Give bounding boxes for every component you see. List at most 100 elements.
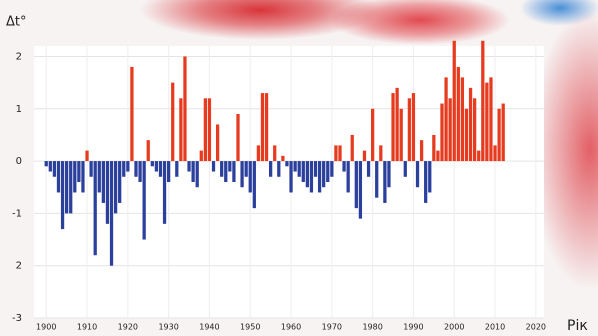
- bar: [371, 109, 374, 161]
- bar: [334, 145, 337, 161]
- bar: [453, 41, 456, 161]
- bar: [359, 161, 362, 219]
- x-tick-label: 1960: [281, 323, 301, 332]
- bar: [416, 161, 419, 187]
- bar: [196, 161, 199, 187]
- bar: [110, 161, 113, 266]
- chart: Δt° Рік -32-1012190019101920193019401950…: [0, 0, 598, 336]
- bar: [134, 161, 137, 177]
- bar: [114, 161, 117, 213]
- bar: [432, 135, 435, 161]
- bar: [65, 161, 68, 213]
- bar: [240, 161, 243, 187]
- bar: [261, 93, 264, 161]
- bar: [61, 161, 64, 229]
- bar: [326, 161, 329, 182]
- bar: [179, 98, 182, 161]
- y-tick-label: 2: [16, 261, 22, 272]
- bar: [367, 161, 370, 177]
- bar: [98, 161, 101, 192]
- bar: [130, 67, 133, 161]
- bar: [322, 161, 325, 187]
- bar: [102, 161, 105, 203]
- bar: [314, 161, 317, 177]
- bar: [183, 56, 186, 161]
- bar: [404, 161, 407, 177]
- bar: [216, 124, 219, 161]
- x-tick-label: 1900: [36, 323, 56, 332]
- bar: [375, 161, 378, 198]
- x-tick-label: 1930: [158, 323, 178, 332]
- x-tick-label: 1970: [322, 323, 342, 332]
- bar: [285, 161, 288, 166]
- bar: [118, 161, 121, 203]
- bar: [212, 161, 215, 171]
- bar: [57, 161, 60, 192]
- bar: [449, 98, 452, 161]
- bar: [53, 161, 56, 177]
- bar: [351, 135, 354, 161]
- bar: [151, 161, 154, 166]
- bar: [481, 41, 484, 161]
- bar: [200, 151, 203, 161]
- x-tick-label: 2010: [485, 323, 505, 332]
- bar: [265, 93, 268, 161]
- bar: [257, 145, 260, 161]
- x-tick-label: 1980: [362, 323, 382, 332]
- bar: [167, 161, 170, 182]
- bar: [81, 161, 84, 192]
- bar: [355, 161, 358, 208]
- bar: [465, 109, 468, 161]
- bar: [387, 161, 390, 187]
- x-tick-label: 1920: [118, 323, 138, 332]
- bar: [338, 145, 341, 161]
- bar: [69, 161, 72, 213]
- bar: [143, 161, 146, 239]
- bar: [228, 161, 231, 171]
- bar: [473, 98, 476, 161]
- bar: [383, 161, 386, 203]
- bar: [236, 114, 239, 161]
- bar: [497, 109, 500, 161]
- bar: [187, 161, 190, 171]
- bar: [469, 88, 472, 161]
- bar: [77, 161, 80, 182]
- page: {"chart_data": {"type": "bar", "y_label"…: [0, 0, 598, 336]
- bar: [106, 161, 109, 224]
- y-tick-label: 0: [16, 156, 22, 167]
- bar: [155, 161, 158, 171]
- bar: [85, 151, 88, 161]
- bar: [444, 77, 447, 161]
- bar: [298, 161, 301, 177]
- bar: [126, 161, 129, 171]
- bar: [342, 161, 345, 171]
- y-axis-title: Δt°: [6, 15, 27, 30]
- bar: [253, 161, 256, 208]
- bar: [457, 67, 460, 161]
- bar: [175, 161, 178, 177]
- bar: [310, 161, 313, 192]
- bar: [436, 151, 439, 161]
- y-tick-label: -3: [12, 313, 22, 324]
- bar: [269, 161, 272, 177]
- y-tick-label: 2: [16, 51, 22, 62]
- bar: [220, 161, 223, 177]
- bar: [502, 104, 505, 162]
- bar: [224, 161, 227, 182]
- bar: [395, 88, 398, 161]
- x-tick-label: 1950: [240, 323, 260, 332]
- bar: [232, 161, 235, 182]
- bar: [391, 93, 394, 161]
- bar: [302, 161, 305, 182]
- bar: [363, 151, 366, 161]
- bar: [191, 161, 194, 182]
- bar: [281, 156, 284, 161]
- x-tick-label: 1910: [77, 323, 97, 332]
- bar: [289, 161, 292, 192]
- bar: [208, 98, 211, 161]
- bar: [73, 161, 76, 192]
- bar: [94, 161, 97, 255]
- bar: [440, 104, 443, 162]
- y-tick-label: 1: [16, 104, 22, 115]
- bar: [163, 161, 166, 224]
